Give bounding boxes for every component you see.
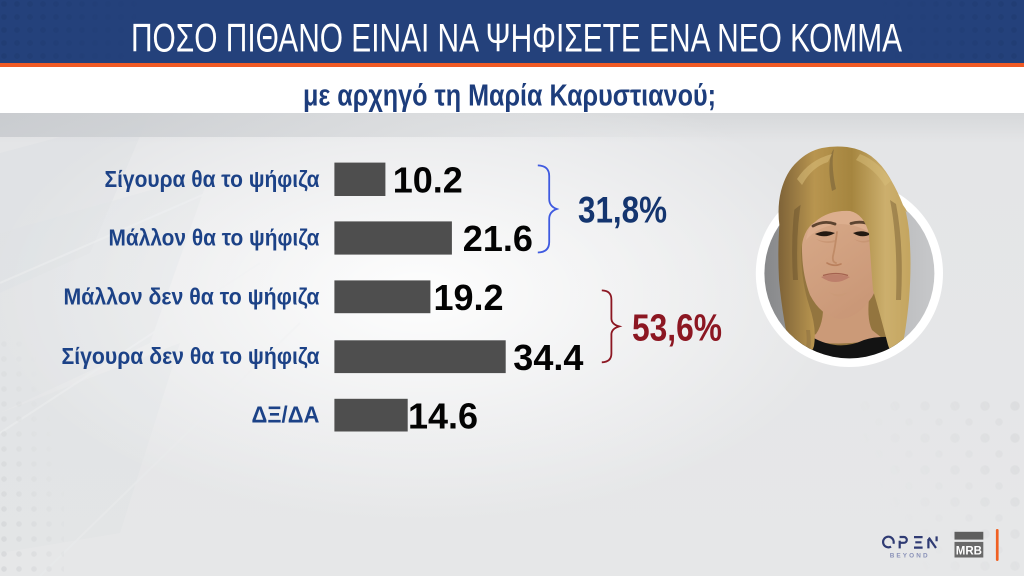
svg-text:19.2: 19.2: [434, 277, 504, 318]
svg-text:Μάλλον θα το ψήφιζα: Μάλλον θα το ψήφιζα: [109, 225, 320, 251]
svg-text:Σίγουρα δεν θα το ψήφιζα: Σίγουρα δεν θα το ψήφιζα: [62, 343, 320, 369]
svg-text:ΔΞ/ΔΑ: ΔΞ/ΔΑ: [252, 402, 320, 428]
svg-text:ΠΟΣΟ ΠΙΘΑΝΟ ΕΙΝΑΙ ΝΑ ΨΗΦΙΣΕΤΕ: ΠΟΣΟ ΠΙΘΑΝΟ ΕΙΝΑΙ ΝΑ ΨΗΦΙΣΕΤΕ ΕΝΑ ΝΕΟ ΚΟ…: [131, 17, 902, 61]
svg-text:10.2: 10.2: [393, 159, 463, 200]
svg-text:BEYOND: BEYOND: [890, 553, 930, 560]
svg-text:με αρχηγό τη Μαρία Καρυστιανού: με αρχηγό τη Μαρία Καρυστιανού;: [303, 78, 716, 113]
svg-text:34.4: 34.4: [513, 337, 583, 378]
svg-text:14.6: 14.6: [408, 395, 478, 436]
svg-text:Μάλλον δεν θα το ψήφιζα: Μάλλον δεν θα το ψήφιζα: [64, 283, 320, 309]
svg-text:31,8%: 31,8%: [578, 190, 667, 231]
svg-text:Σίγουρα θα το ψήφιζα: Σίγουρα θα το ψήφιζα: [105, 166, 320, 192]
svg-text:53,6%: 53,6%: [632, 308, 722, 350]
svg-text:MRB: MRB: [956, 545, 982, 557]
svg-text:21.6: 21.6: [463, 218, 533, 259]
